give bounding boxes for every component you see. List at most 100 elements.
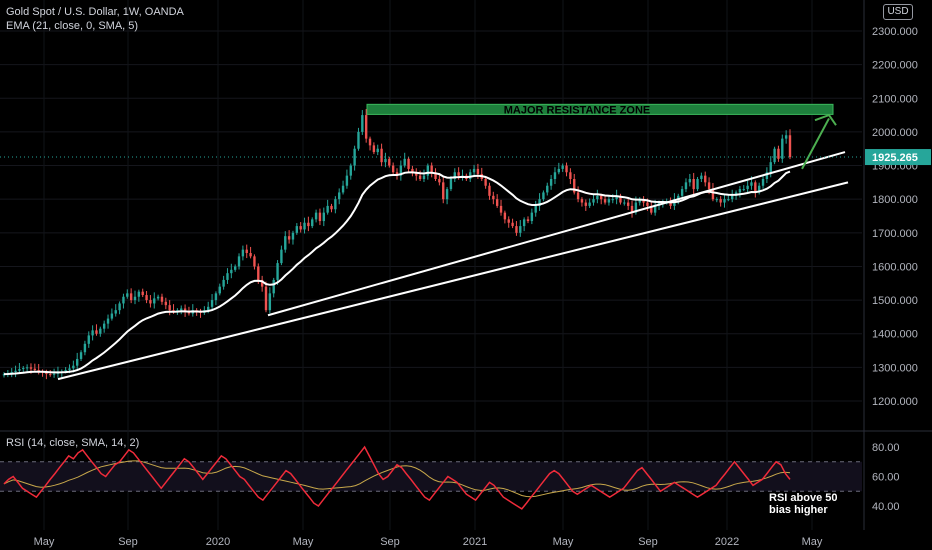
candle-body [576, 192, 580, 200]
candle-body [584, 202, 587, 206]
candle-body [723, 199, 726, 203]
candle-body [280, 249, 283, 264]
candle-body [634, 202, 638, 213]
upper-trendline [267, 151, 846, 317]
candle-body [407, 158, 410, 169]
candle-body [14, 370, 17, 373]
price-tick-label: 1500.000 [872, 295, 918, 307]
candle-body [291, 232, 295, 240]
candle-body [388, 158, 391, 166]
candle-body [52, 373, 56, 375]
candle-body [149, 300, 152, 304]
candle-body [445, 189, 449, 200]
rsi-tick-label: 80.00 [872, 442, 900, 454]
candle-body [226, 273, 229, 280]
candle-body [102, 323, 106, 329]
candle-body [207, 306, 210, 311]
rsi-annotation-line2: bias higher [769, 504, 828, 516]
candle-body [18, 369, 21, 371]
candle-body [380, 148, 383, 163]
time-tick-label: May [293, 536, 314, 548]
candle-body [784, 135, 788, 139]
candle-body [241, 249, 245, 257]
candle-body [314, 212, 318, 220]
candle-body [210, 300, 214, 307]
candle-body [168, 305, 171, 311]
candle-body [769, 162, 772, 173]
candle-body [715, 199, 718, 201]
candle-body [565, 165, 568, 173]
candle-body [488, 185, 491, 196]
candle-body [600, 195, 603, 200]
candle-body [777, 148, 780, 159]
candle-body [650, 205, 653, 213]
candle-body [530, 212, 534, 222]
candle-body [742, 189, 745, 191]
candle-body [630, 205, 634, 213]
candle-body [669, 202, 672, 206]
candle-body [326, 205, 329, 213]
candle-body [253, 256, 256, 267]
candle-body [515, 226, 518, 233]
candle-body [469, 172, 472, 179]
price-tick-label: 1700.000 [872, 228, 918, 240]
candle-body [511, 222, 514, 227]
candle-body [129, 293, 133, 301]
candle-body [137, 291, 141, 297]
time-tick-label: May [553, 536, 574, 548]
price-tick-label: 2300.000 [872, 26, 918, 38]
last-price-tag [865, 149, 931, 166]
candle-body [499, 205, 503, 213]
candle-body [438, 179, 441, 183]
candle-body [345, 175, 349, 186]
candle-body [10, 372, 13, 374]
candle-body [700, 175, 703, 179]
currency-button[interactable]: USD [883, 4, 913, 20]
candle-body [534, 205, 537, 213]
candle-body [49, 374, 52, 376]
candle-body [507, 219, 510, 223]
candle-body [295, 226, 299, 233]
candle-body [272, 279, 275, 294]
candle-body [338, 192, 341, 200]
candle-body [106, 318, 110, 324]
last-price-label: 1925.265 [872, 152, 918, 164]
candle-body [214, 293, 218, 301]
candle-body [781, 138, 784, 159]
candle-body [118, 303, 121, 311]
candle-body [2, 374, 6, 376]
candle-body [707, 182, 711, 190]
candle-body [704, 175, 707, 183]
candle-body [249, 253, 252, 257]
candle-body [522, 219, 526, 227]
candle-body [542, 192, 545, 200]
candle-body [492, 195, 495, 200]
ema-legend: EMA (21, close, 0, SMA, 5) [6, 20, 139, 32]
candle-body [364, 115, 368, 139]
candle-body [180, 308, 183, 311]
candle-body [45, 372, 48, 375]
candle-body [361, 115, 364, 132]
candle-body [110, 313, 114, 319]
chart-title: Gold Spot / U.S. Dollar, 1W, OANDA [6, 6, 184, 18]
candle-body [411, 168, 414, 173]
price-tick-label: 1300.000 [872, 362, 918, 374]
candle-body [746, 185, 749, 190]
resistance-zone [366, 103, 834, 115]
candle-body [426, 165, 430, 176]
candle-body [615, 195, 618, 200]
candle-body [257, 266, 260, 280]
candle-body [114, 310, 117, 314]
rsi-tick-label: 40.00 [872, 501, 900, 513]
candle-body [553, 172, 557, 179]
price-tick-label: 1600.000 [872, 261, 918, 273]
candle-body [164, 301, 168, 306]
candle-body [727, 199, 730, 201]
candle-body [276, 263, 279, 280]
candle-body [484, 179, 487, 186]
candle-body [222, 279, 225, 287]
candle-body [519, 226, 522, 233]
candle-body [141, 291, 144, 296]
candle-body [264, 286, 268, 311]
